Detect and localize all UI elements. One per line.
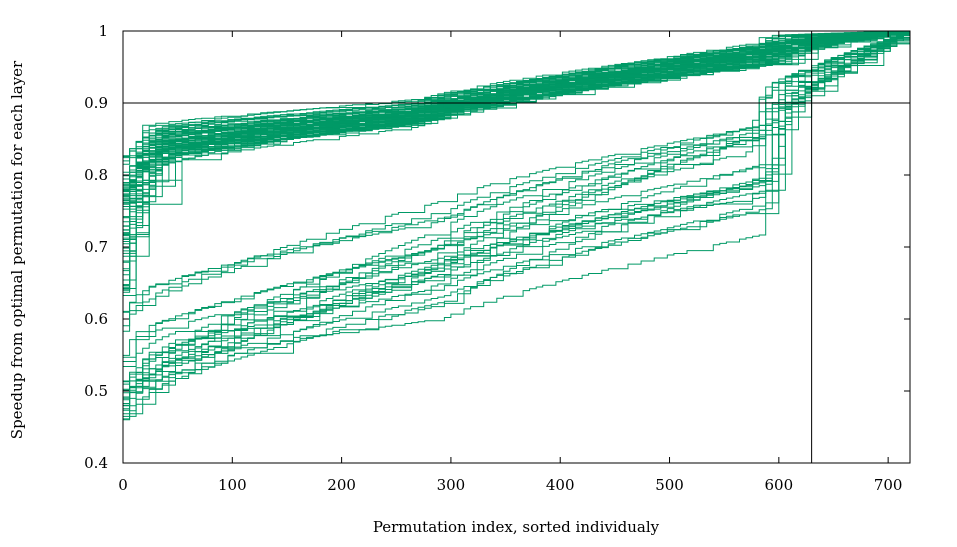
series-line <box>123 31 911 394</box>
y-tick-label: 0.6 <box>84 310 108 328</box>
series-line <box>123 31 911 313</box>
series-line <box>123 31 911 358</box>
series-line <box>123 31 911 227</box>
y-tick-label: 0.5 <box>84 382 108 400</box>
series-line <box>123 31 911 291</box>
series-line <box>123 31 911 399</box>
x-tick-label: 400 <box>546 476 575 494</box>
x-tick-label: 500 <box>655 476 684 494</box>
x-axis: 0 100 200 300 400 500 600 700 <box>118 31 902 494</box>
x-tick-label: 600 <box>765 476 794 494</box>
y-tick-label: 0.8 <box>84 166 108 184</box>
y-tick-label: 1 <box>98 22 108 40</box>
series-line <box>123 31 911 235</box>
y-axis: 0.4 0.5 0.6 0.7 0.8 0.9 1 <box>84 22 910 472</box>
x-tick-label: 700 <box>874 476 903 494</box>
series-line <box>123 30 911 191</box>
series-line <box>123 31 911 362</box>
y-tick-label: 0.9 <box>84 94 108 112</box>
y-tick-label: 0.7 <box>84 238 108 256</box>
series-line <box>123 31 911 383</box>
series-line <box>123 34 910 398</box>
x-tick-label: 100 <box>218 476 247 494</box>
series-line <box>123 31 911 420</box>
series-line <box>123 32 910 385</box>
x-tick-label: 0 <box>118 476 128 494</box>
series-line <box>123 31 911 157</box>
y-axis-title: Speedup from optimal permutation for eac… <box>8 60 26 439</box>
series-lines <box>123 30 911 421</box>
x-tick-label: 200 <box>327 476 356 494</box>
series-line <box>123 31 910 158</box>
y-tick-label: 0.4 <box>84 454 108 472</box>
x-axis-title: Permutation index, sorted individualy <box>373 518 660 536</box>
x-tick-label: 300 <box>437 476 466 494</box>
